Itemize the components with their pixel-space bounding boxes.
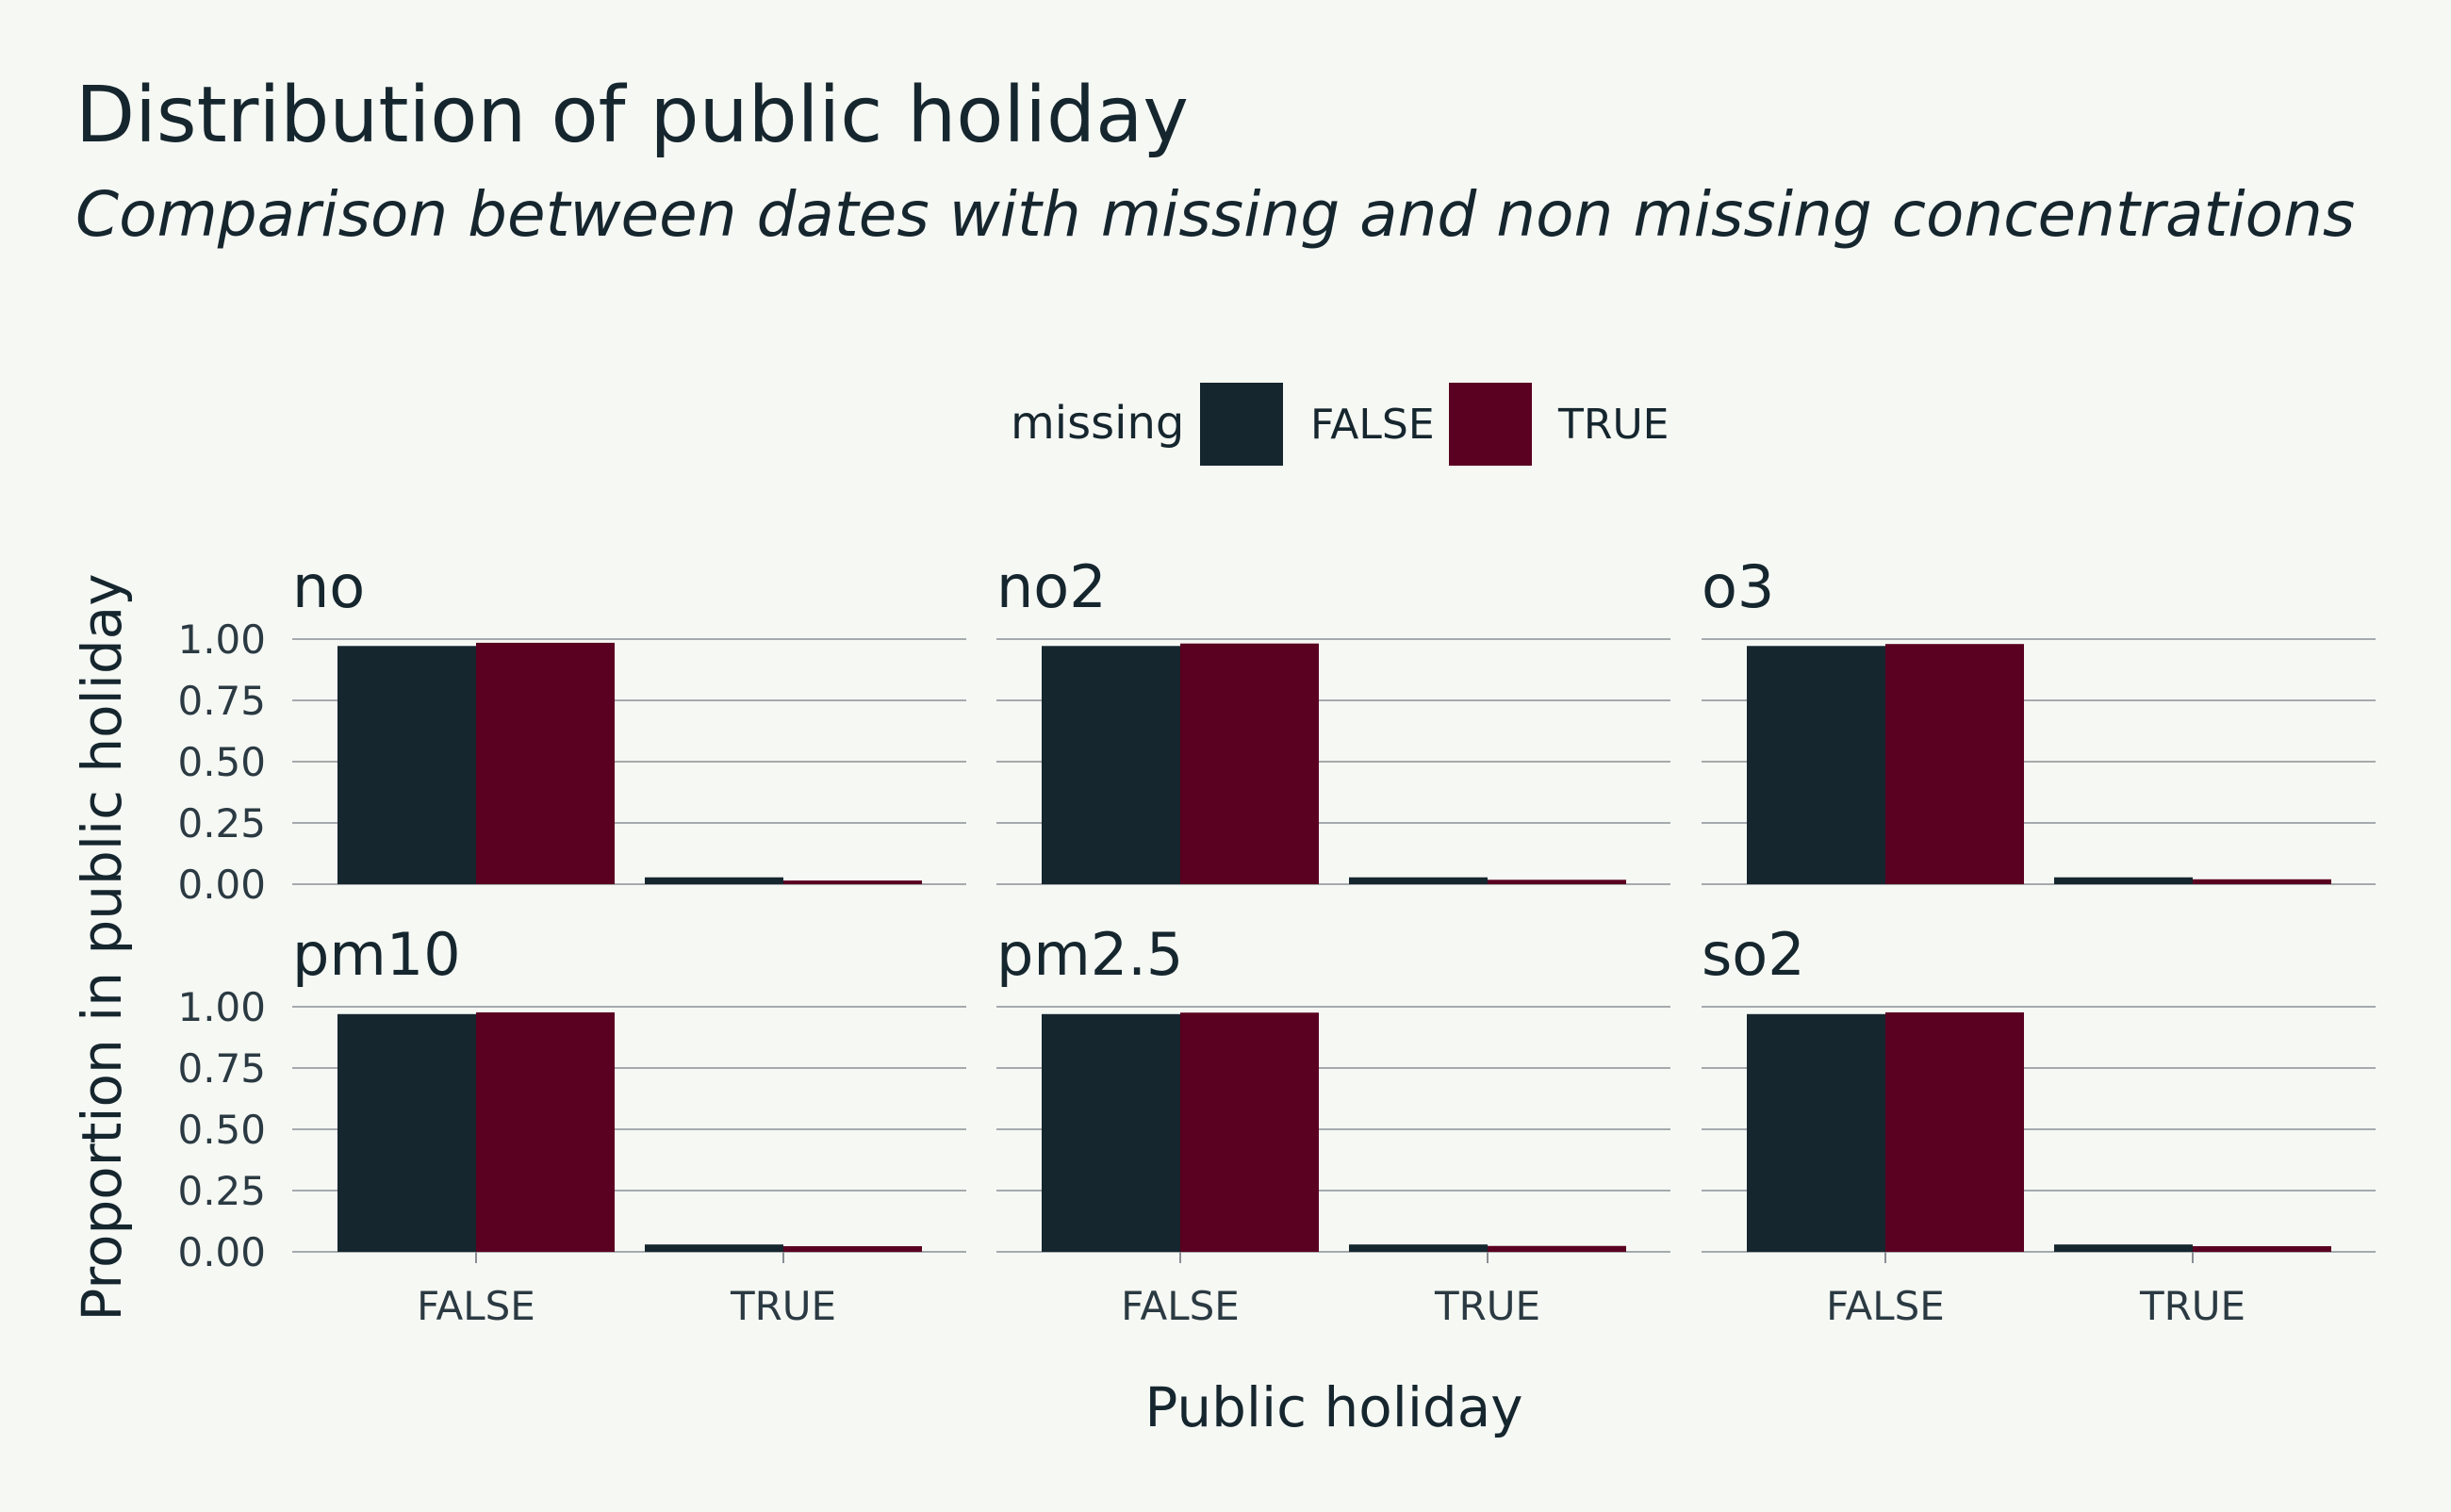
panel-title: pm10 (292, 920, 461, 989)
y-tick-label: 0.50 (177, 739, 266, 785)
chart-subtitle: Comparison between dates with missing an… (75, 178, 2355, 251)
y-tick-label: 0.00 (177, 862, 266, 908)
bar-pm2.5-false-missing-true (1180, 1012, 1319, 1252)
bar-pm10-false-missing-false (337, 1013, 476, 1252)
bar-no-true-missing-true (783, 880, 922, 884)
x-tick-label: TRUE (2139, 1283, 2245, 1329)
bar-so2-false-missing-true (1885, 1011, 2024, 1252)
bar-pm2.5-true-missing-false (1349, 1244, 1488, 1252)
y-tick-label: 0.25 (177, 800, 266, 846)
bar-no-false-missing-false (337, 646, 476, 884)
legend-label-false: FALSE (1310, 401, 1435, 449)
legend: missing FALSE TRUE (1011, 383, 1669, 466)
bar-so2-true-missing-false (2054, 1244, 2193, 1252)
bar-pm10-true-missing-true (783, 1246, 922, 1252)
panel-title: no (292, 552, 365, 621)
y-tick-label: 0.50 (177, 1107, 266, 1153)
panel-title: so2 (1702, 920, 1805, 989)
bar-o3-true-missing-true (2193, 879, 2331, 884)
y-tick-label: 0.00 (177, 1229, 266, 1275)
chart-title: Distribution of public holiday (75, 71, 1189, 160)
legend-swatch-false (1200, 383, 1283, 466)
y-tick-label: 0.75 (177, 678, 266, 724)
legend-label-true: TRUE (1557, 401, 1669, 449)
bar-no2-false-missing-true (1180, 643, 1319, 884)
facet-panel-o3: o3 (1702, 552, 2376, 885)
y-tick-label: 0.25 (177, 1168, 266, 1214)
facet-panels: no 0.00 0.25 0.50 0.75 1.00 no2 o3 pm10 0.00 0.25 0… (177, 552, 2376, 1329)
bar-so2-true-missing-true (2193, 1246, 2331, 1252)
x-axis-title: Public holiday (1144, 1375, 1522, 1439)
y-tick-label: 0.75 (177, 1045, 266, 1092)
legend-title: missing (1011, 397, 1184, 450)
bar-o3-false-missing-false (1747, 646, 1885, 884)
panel-title: no2 (996, 552, 1107, 621)
facet-panel-no2: no2 (996, 552, 1670, 885)
x-tick-label: TRUE (730, 1283, 836, 1329)
bar-no-false-missing-true (476, 642, 615, 884)
facet-panel-pm10: pm10 0.00 0.25 0.50 0.75 1.00 FALSE TRUE (177, 920, 966, 1329)
legend-swatch-true (1449, 383, 1532, 466)
y-tick-label: 1.00 (177, 984, 266, 1030)
bar-pm2.5-true-missing-true (1488, 1245, 1626, 1252)
bar-pm2.5-false-missing-false (1042, 1013, 1180, 1252)
bar-no-true-missing-false (645, 877, 783, 884)
bar-o3-false-missing-true (1885, 644, 2024, 884)
panel-title: o3 (1702, 552, 1774, 621)
facet-panel-pm2.5: pm2.5 FALSE TRUE (996, 920, 1670, 1329)
bar-so2-false-missing-false (1747, 1013, 1885, 1252)
bar-no2-true-missing-false (1349, 877, 1488, 884)
panel-title: pm2.5 (996, 920, 1183, 989)
facet-panel-so2: so2 FALSE TRUE (1702, 920, 2376, 1329)
bar-pm10-false-missing-true (476, 1011, 615, 1252)
bar-no2-false-missing-false (1042, 646, 1180, 884)
x-tick-label: FALSE (1826, 1283, 1945, 1329)
bar-pm10-true-missing-false (645, 1244, 783, 1252)
x-tick-label: FALSE (1121, 1283, 1240, 1329)
x-tick-label: TRUE (1434, 1283, 1540, 1329)
bar-o3-true-missing-false (2054, 877, 2193, 884)
y-tick-label: 1.00 (177, 616, 266, 663)
bar-no2-true-missing-true (1488, 879, 1626, 884)
facet-panel-no: no 0.00 0.25 0.50 0.75 1.00 (177, 552, 966, 908)
y-axis-title: Proportion in public holiday (70, 573, 134, 1321)
x-tick-label: FALSE (417, 1283, 535, 1329)
